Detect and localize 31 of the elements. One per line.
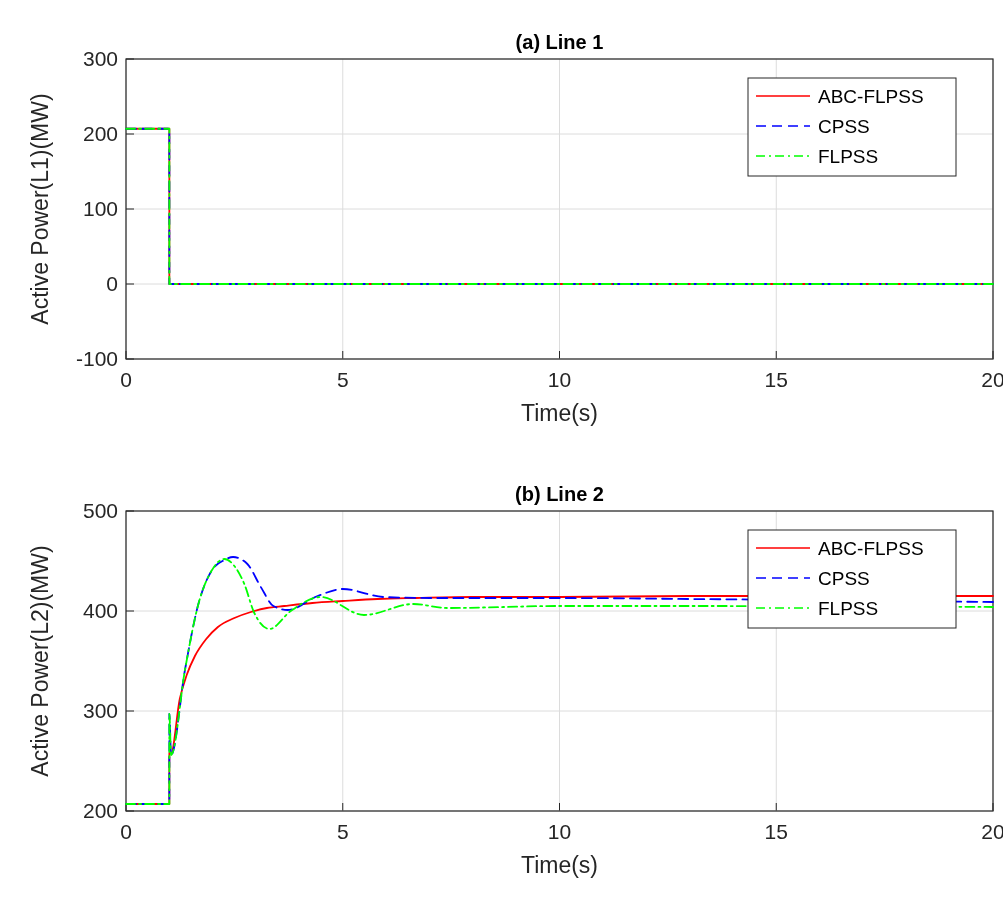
x-tick-label: 15 bbox=[764, 368, 788, 391]
legend-label: CPSS bbox=[818, 116, 870, 137]
y-tick-label: 300 bbox=[82, 47, 118, 70]
x-tick-label: 10 bbox=[547, 368, 572, 391]
y-tick-label: 0 bbox=[106, 272, 118, 295]
y-tick-label: 200 bbox=[82, 122, 118, 145]
x-tick-label: 20 bbox=[981, 820, 1003, 843]
chart-title: (a) Line 1 bbox=[515, 31, 604, 53]
y-tick-label: 400 bbox=[82, 599, 118, 622]
x-axis-title: Time(s) bbox=[520, 400, 599, 426]
x-tick-label: 5 bbox=[336, 368, 349, 391]
legend-label: ABC-FLPSS bbox=[818, 538, 924, 559]
x-axis-title: Time(s) bbox=[520, 852, 599, 878]
x-tick-label: 15 bbox=[764, 820, 788, 843]
chart-title: (b) Line 2 bbox=[515, 483, 604, 505]
x-tick-label: 0 bbox=[120, 368, 132, 391]
legend-label: ABC-FLPSS bbox=[818, 86, 924, 107]
x-tick-label: 5 bbox=[336, 820, 349, 843]
y-tick-label: 100 bbox=[82, 197, 118, 220]
legend-label: FLPSS bbox=[818, 598, 879, 619]
x-tick-label: 0 bbox=[120, 820, 132, 843]
y-tick-label: -100 bbox=[75, 347, 118, 370]
y-tick-label: 300 bbox=[82, 699, 118, 722]
legend-label: CPSS bbox=[818, 568, 870, 589]
x-tick-label: 10 bbox=[547, 820, 572, 843]
y-axis-title: Active Power(L1)(MW) bbox=[27, 93, 53, 325]
y-tick-label: 500 bbox=[82, 499, 118, 522]
x-tick-label: 20 bbox=[981, 368, 1003, 391]
legend-label: FLPSS bbox=[818, 146, 879, 167]
y-tick-label: 200 bbox=[82, 799, 118, 822]
y-axis-title: Active Power(L2)(MW) bbox=[27, 545, 53, 777]
